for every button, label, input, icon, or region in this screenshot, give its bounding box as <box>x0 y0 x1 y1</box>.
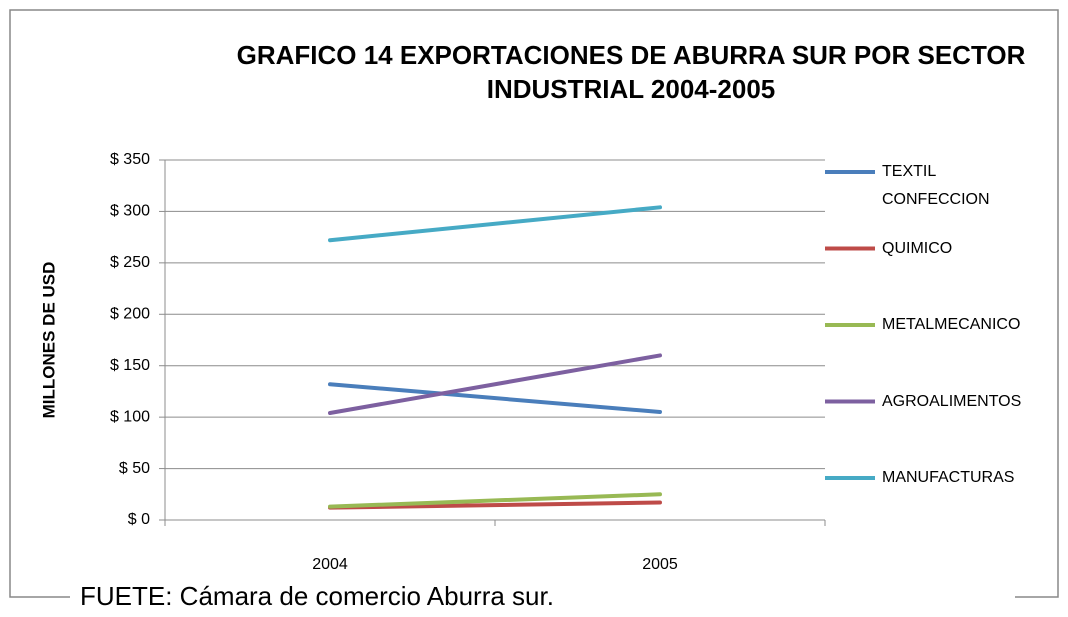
y-axis-label: MILLONES DE USD <box>39 262 58 419</box>
series-line <box>328 382 662 414</box>
chart-frame <box>9 9 1059 598</box>
series-line <box>328 500 662 510</box>
y-tick-label: $ 0 <box>128 511 150 528</box>
series-line <box>328 205 662 243</box>
legend-label: MANUFACTURAS <box>882 469 1015 486</box>
y-tick-label: $ 250 <box>110 254 150 271</box>
legend-label: AGROALIMENTOS <box>882 392 1022 410</box>
y-tick-label: $ 150 <box>110 357 150 374</box>
x-tick-label: 2005 <box>642 556 678 573</box>
series-line <box>328 353 662 416</box>
y-tick-label: $ 300 <box>110 203 150 220</box>
y-tick-label: $ 50 <box>119 460 150 477</box>
y-tick-label: $ 350 <box>110 151 150 168</box>
chart-title: GRAFICO 14 EXPORTACIONES DE ABURRA SUR P… <box>236 40 1026 104</box>
legend-label: TEXTIL CONFECCION <box>882 163 990 208</box>
series-line <box>328 492 662 509</box>
x-tick-label: 2004 <box>312 556 348 573</box>
legend-label: METALMECANICO <box>882 316 1021 333</box>
legend-label: QUIMICO <box>882 239 953 257</box>
y-tick-label: $ 100 <box>110 408 150 425</box>
source-note: FUETE: Cámara de comercio Aburra sur. <box>80 581 554 611</box>
y-tick-label: $ 200 <box>110 306 150 323</box>
